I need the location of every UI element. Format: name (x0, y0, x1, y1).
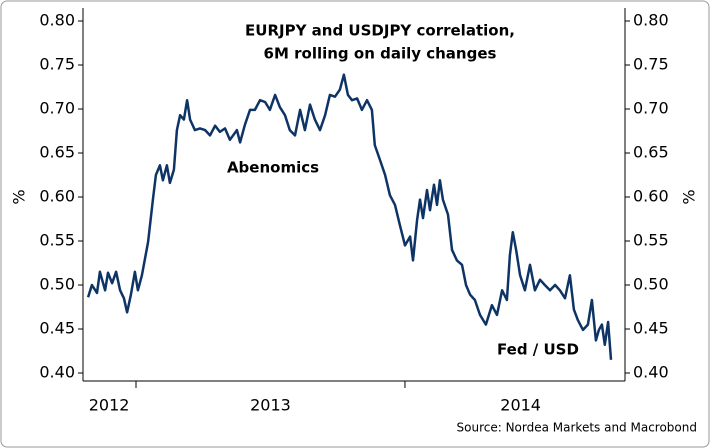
y-tick-label: 0.70 (39, 99, 75, 118)
annotation: Abenomics (227, 159, 319, 177)
annotation: Fed / USD (497, 341, 579, 359)
y-axis-label: % (10, 189, 29, 204)
x-tick-label: 2012 (89, 396, 130, 415)
chart-title: 6M rolling on daily changes (264, 45, 497, 63)
y2-tick-label: 0.60 (633, 187, 669, 206)
y-tick-label: 0.75 (39, 55, 75, 74)
y2-tick-label: 0.40 (633, 363, 669, 382)
y2-tick-label: 0.50 (633, 275, 669, 294)
y2-tick-label: 0.75 (633, 55, 669, 74)
data-line (86, 73, 613, 360)
y2-tick-label: 0.55 (633, 231, 669, 250)
y2-tick-label: 0.45 (633, 319, 669, 338)
y-tick-label: 0.60 (39, 187, 75, 206)
y2-axis-label: % (680, 189, 699, 204)
y2-tick-label: 0.70 (633, 99, 669, 118)
chart-title: EURJPY and USDJPY correlation, (245, 22, 515, 40)
x-tick-label: 2014 (500, 396, 541, 415)
y-tick-label: 0.50 (39, 275, 75, 294)
y-tick-label: 0.45 (39, 319, 75, 338)
y-tick-label: 0.55 (39, 231, 75, 250)
y2-tick-label: 0.80 (633, 11, 669, 30)
y-tick-label: 0.80 (39, 11, 75, 30)
y-tick-label: 0.65 (39, 143, 75, 162)
y-tick-label: 0.40 (39, 363, 75, 382)
source: Source: Nordea Markets and Macrobond (457, 421, 698, 435)
y2-tick-label: 0.65 (633, 143, 669, 162)
x-tick-label: 2013 (250, 396, 291, 415)
